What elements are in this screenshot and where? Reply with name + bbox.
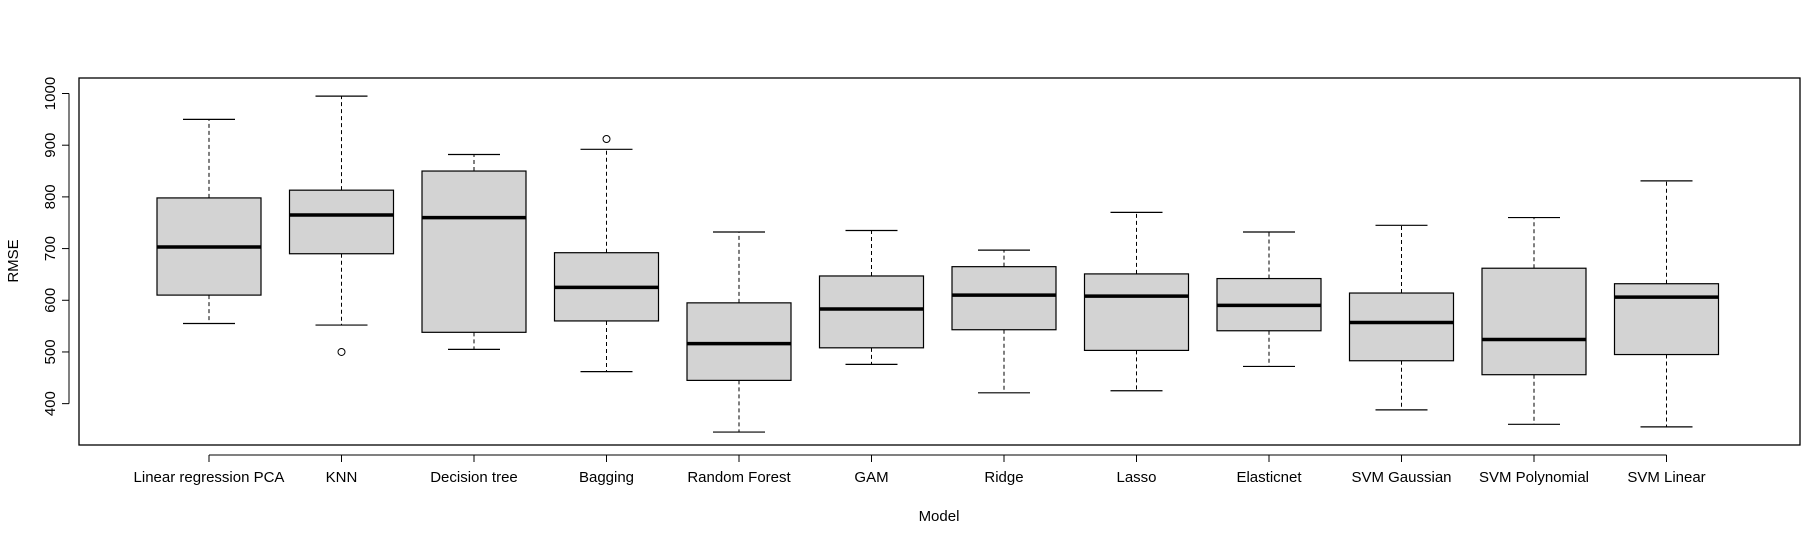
y-tick-label: 900 xyxy=(42,133,59,158)
box-1 xyxy=(156,118,262,325)
x-axis: Linear regression PCA KNN Decision tree Bag… xyxy=(134,454,1706,486)
iqr-box xyxy=(421,170,527,333)
x-tick-label: Decision tree xyxy=(430,469,518,486)
box-9 xyxy=(1216,231,1322,368)
y-tick-label: 1000 xyxy=(42,77,59,110)
x-tick-label: Random Forest xyxy=(687,469,791,486)
outlier-point xyxy=(602,134,611,143)
box-3 xyxy=(421,153,527,350)
box-4 xyxy=(553,134,660,373)
iqr-box xyxy=(951,266,1057,331)
iqr-box xyxy=(1083,273,1190,352)
box-2 xyxy=(288,95,395,356)
x-tick-label: Lasso xyxy=(1116,469,1156,486)
y-tick-label: 700 xyxy=(42,236,59,261)
box-7 xyxy=(951,249,1057,394)
box-12 xyxy=(1613,180,1720,428)
x-tick-label: SVM Linear xyxy=(1627,469,1705,486)
y-axis-title: RMSE xyxy=(5,239,22,282)
plot-frame xyxy=(78,77,1801,446)
x-tick-label: SVM Gaussian xyxy=(1351,469,1451,486)
x-tick-label: SVM Polynomial xyxy=(1479,469,1589,486)
x-tick-label: GAM xyxy=(854,469,888,486)
x-tick-label: Elasticnet xyxy=(1236,469,1302,486)
iqr-box xyxy=(1613,283,1720,356)
box-10 xyxy=(1348,224,1455,411)
y-tick-label: 400 xyxy=(42,391,59,416)
box-5 xyxy=(686,231,792,433)
x-tick-label: Bagging xyxy=(579,469,634,486)
y-tick-label: 600 xyxy=(42,288,59,313)
iqr-box xyxy=(288,189,395,255)
box-11 xyxy=(1481,216,1587,425)
y-tick-label: 800 xyxy=(42,184,59,209)
box-8 xyxy=(1083,211,1190,392)
iqr-box xyxy=(686,302,792,381)
iqr-box xyxy=(818,275,925,349)
boxes-group xyxy=(156,95,1720,433)
x-tick-label: Linear regression PCA xyxy=(134,469,285,486)
iqr-box xyxy=(1348,292,1455,362)
outlier-point xyxy=(337,347,346,356)
x-tick-label: KNN xyxy=(326,469,358,486)
iqr-box xyxy=(1481,267,1587,376)
box-6 xyxy=(818,229,925,365)
x-tick-label: Ridge xyxy=(984,469,1023,486)
x-axis-title: Model xyxy=(919,508,960,525)
y-tick-label: 500 xyxy=(42,339,59,364)
y-axis: 400 500 600 700 800 900 1000 xyxy=(42,77,70,416)
